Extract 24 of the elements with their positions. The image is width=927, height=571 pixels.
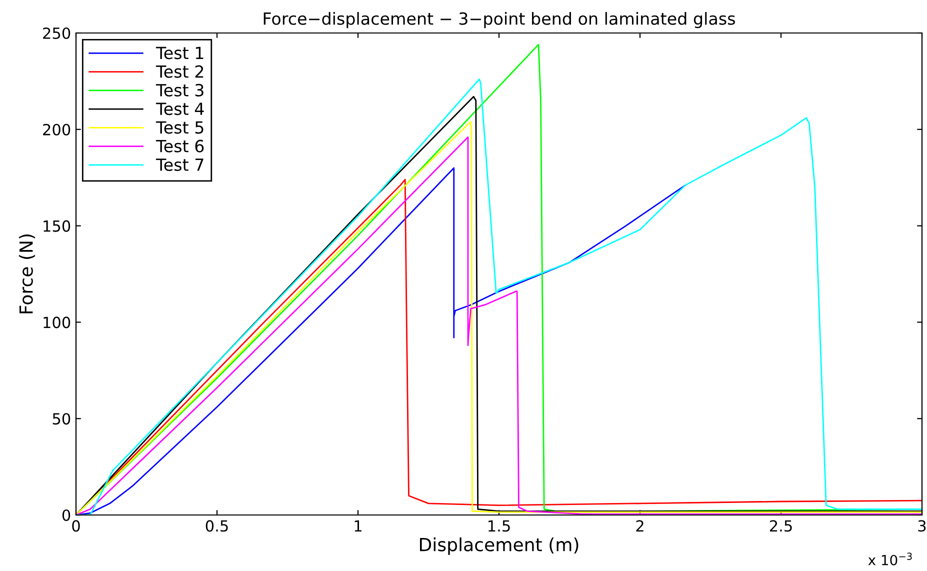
legend-label: Test 7 bbox=[156, 158, 204, 172]
y-tick-label: 250 bbox=[43, 27, 70, 40]
x-tick-label: 1 bbox=[354, 520, 362, 532]
y-tick-label: 150 bbox=[44, 220, 70, 232]
chart-title: Force−displacement − 3−point bend on laminated glass bbox=[264, 12, 735, 28]
legend-label: Test 1 bbox=[156, 46, 204, 60]
x-axis-title: Displacement (m) bbox=[420, 537, 578, 555]
legend-label: Test 3 bbox=[156, 84, 204, 96]
text: x 10$^{−3}$ bbox=[868, 552, 912, 566]
legend-label: Test 5 bbox=[156, 121, 204, 134]
x-tick-label: 0.5 bbox=[206, 520, 228, 532]
legend-label: Test 2 bbox=[156, 65, 204, 78]
legend-label: Test 6 bbox=[156, 140, 204, 152]
y-tick-label: 200 bbox=[43, 124, 70, 136]
x-tick-label: 0 bbox=[72, 520, 80, 532]
x-tick-label: 2 bbox=[636, 520, 644, 532]
y-tick-label: 100 bbox=[44, 316, 70, 328]
x-tick-label: 1.5 bbox=[488, 520, 510, 532]
y-tick-label: 50 bbox=[52, 413, 70, 425]
x-tick-label: 3 bbox=[918, 520, 926, 532]
y-axis-title: Force (N) bbox=[18, 234, 36, 314]
legend-label: Test 4 bbox=[156, 102, 204, 116]
x-tick-label: 2.5 bbox=[770, 520, 792, 532]
y-tick-label: 0 bbox=[62, 509, 70, 522]
